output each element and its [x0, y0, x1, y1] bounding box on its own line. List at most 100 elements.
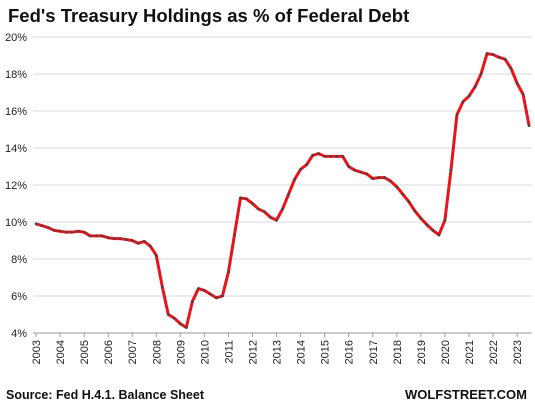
data-point [383, 176, 387, 179]
data-point [167, 313, 170, 316]
x-tick-label: 2013 [272, 340, 284, 364]
data-point [94, 234, 98, 238]
y-tick-label: 14% [5, 143, 27, 155]
x-tick-label: 2022 [488, 340, 500, 364]
x-tick-label: 2018 [392, 340, 404, 364]
x-tick-label: 2009 [175, 340, 187, 364]
data-point [311, 154, 314, 157]
data-point [455, 113, 459, 116]
data-point [461, 100, 465, 104]
data-point [425, 223, 429, 227]
data-point [347, 165, 351, 168]
data-point [257, 207, 260, 211]
data-point [251, 202, 254, 205]
data-point [377, 176, 381, 179]
data-line [35, 52, 531, 329]
y-tick-label: 20% [5, 32, 27, 44]
data-point [130, 239, 134, 242]
data-point [437, 233, 441, 237]
data-point [100, 234, 104, 238]
data-point [341, 155, 344, 158]
data-point [485, 52, 489, 55]
x-tick-label: 2019 [416, 340, 428, 364]
data-point [431, 229, 435, 232]
data-point [160, 285, 164, 289]
data-point [323, 155, 326, 158]
data-point [527, 124, 531, 128]
x-tick-label: 2007 [127, 340, 139, 364]
data-point [154, 254, 158, 257]
y-tick-label: 10% [5, 217, 27, 229]
data-point [124, 238, 128, 241]
data-point [293, 178, 296, 181]
data-point [299, 167, 302, 171]
x-tick-label: 2012 [247, 340, 259, 364]
data-point [70, 230, 74, 234]
data-point [227, 270, 230, 274]
x-tick-label: 2010 [199, 340, 211, 364]
data-point [197, 287, 200, 290]
data-point [419, 217, 423, 220]
data-point [449, 168, 453, 172]
x-tick-label: 2020 [440, 340, 452, 364]
source: Source: Fed H.4.1. Balance Sheet [6, 388, 205, 402]
x-tick-label: 2021 [464, 340, 476, 364]
data-point [245, 197, 248, 201]
data-point [263, 210, 266, 214]
y-tick-label: 12% [5, 180, 27, 192]
data-point [112, 237, 116, 240]
data-point [305, 163, 308, 166]
data-point [106, 236, 110, 240]
data-point [401, 192, 405, 196]
data-point [395, 185, 399, 189]
x-tick-label: 2004 [55, 340, 67, 364]
chart-title: Fed's Treasury Holdings as % of Federal … [8, 5, 409, 26]
x-tick-label: 2023 [512, 340, 524, 364]
data-point [281, 207, 284, 211]
data-point [521, 93, 525, 96]
data-point [497, 56, 501, 59]
data-point [118, 237, 122, 240]
data-point [209, 292, 212, 296]
data-point [467, 94, 471, 98]
data-point [40, 224, 44, 227]
data-point [407, 200, 411, 203]
x-tick-label: 2003 [31, 340, 43, 364]
data-point [58, 229, 62, 233]
data-point [148, 244, 152, 248]
x-tick-label: 2006 [103, 340, 115, 364]
y-tick-label: 8% [11, 254, 27, 266]
data-point [479, 72, 483, 76]
data-point [371, 177, 375, 180]
x-tick-label: 2011 [223, 340, 235, 364]
data-point [203, 289, 206, 292]
data-point [233, 233, 236, 237]
data-point [509, 67, 513, 70]
data-point [329, 155, 332, 158]
data-point [269, 216, 272, 219]
y-tick-label: 6% [11, 291, 27, 303]
data-point [185, 326, 188, 329]
y-tick-label: 4% [11, 328, 27, 340]
data-point [76, 229, 80, 233]
data-point [191, 300, 194, 303]
data-point [142, 240, 146, 243]
data-point [88, 234, 92, 238]
data-point [64, 230, 68, 234]
data-point [491, 53, 495, 56]
data-point [443, 218, 447, 222]
data-point [221, 294, 224, 298]
x-tick-label: 2014 [296, 340, 308, 364]
data-point [359, 170, 363, 174]
data-point [239, 196, 242, 200]
data-point [503, 57, 507, 61]
data-point [173, 316, 176, 320]
data-point [317, 152, 320, 155]
x-tick-label: 2008 [151, 340, 163, 364]
data-point [136, 241, 140, 245]
data-point [179, 322, 182, 326]
data-point [389, 180, 393, 183]
data-point [473, 85, 477, 89]
data-point [46, 226, 50, 229]
